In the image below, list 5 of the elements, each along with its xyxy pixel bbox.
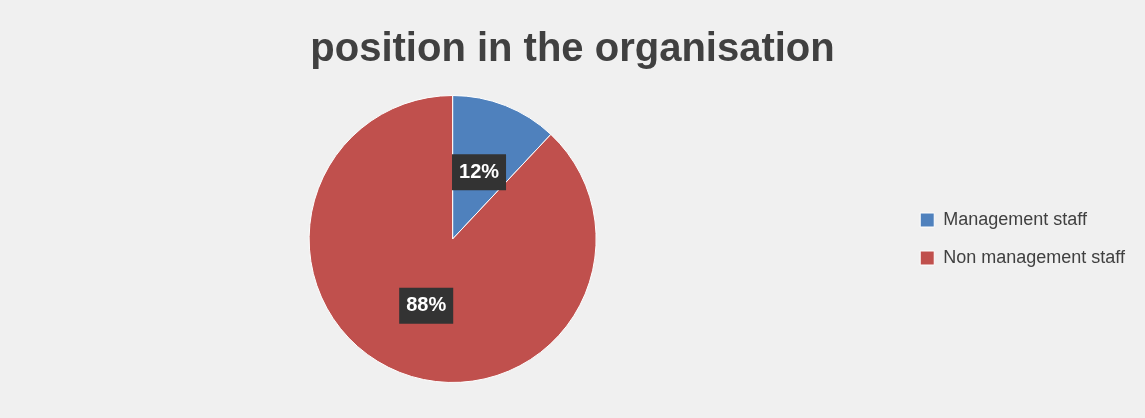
legend-label: Non management staff [943, 246, 1126, 267]
data-label: 88% [406, 293, 447, 316]
chart-title: position in the organisation [309, 24, 836, 71]
data-label: 12% [459, 159, 500, 182]
legend-label: Management staff [943, 208, 1088, 229]
